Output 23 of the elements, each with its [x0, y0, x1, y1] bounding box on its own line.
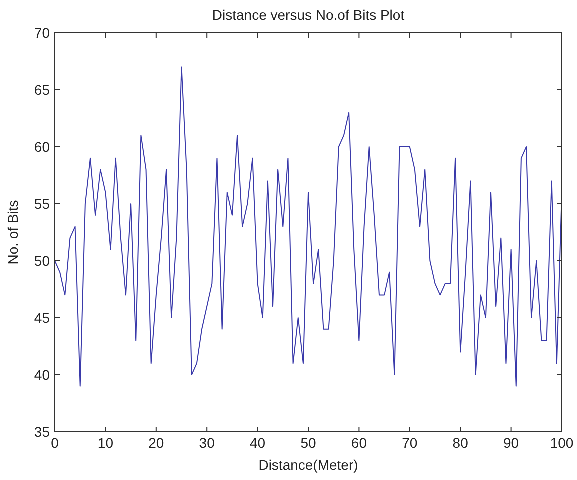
- x-axis-title: Distance(Meter): [258, 457, 358, 473]
- x-tick-label: 70: [402, 435, 418, 451]
- x-tick-label: 20: [148, 435, 164, 451]
- x-tick-label: 30: [199, 435, 216, 451]
- x-tick-label: 100: [550, 435, 574, 451]
- y-tick-label: 45: [34, 310, 50, 326]
- chart-title: Distance versus No.of Bits Plot: [212, 7, 405, 23]
- y-tick-label: 70: [34, 25, 50, 41]
- x-tick-label: 50: [300, 435, 316, 451]
- line-series: [54, 66, 562, 387]
- y-tick-label: 35: [34, 424, 50, 440]
- y-tick-label: 50: [34, 253, 50, 269]
- y-axis-title: No. of Bits: [5, 200, 21, 265]
- x-tick-label: 80: [452, 435, 469, 451]
- x-tick-label: 0: [51, 435, 60, 451]
- x-tick-label: 40: [250, 435, 266, 451]
- y-tick-label: 40: [34, 367, 50, 383]
- x-tick-label: 60: [351, 435, 368, 451]
- y-tick-label: 55: [34, 196, 50, 212]
- y-tick-label: 65: [34, 82, 50, 98]
- x-tick-label: 10: [98, 435, 114, 451]
- x-tick-label: 90: [504, 435, 520, 451]
- y-tick-label: 60: [34, 139, 50, 155]
